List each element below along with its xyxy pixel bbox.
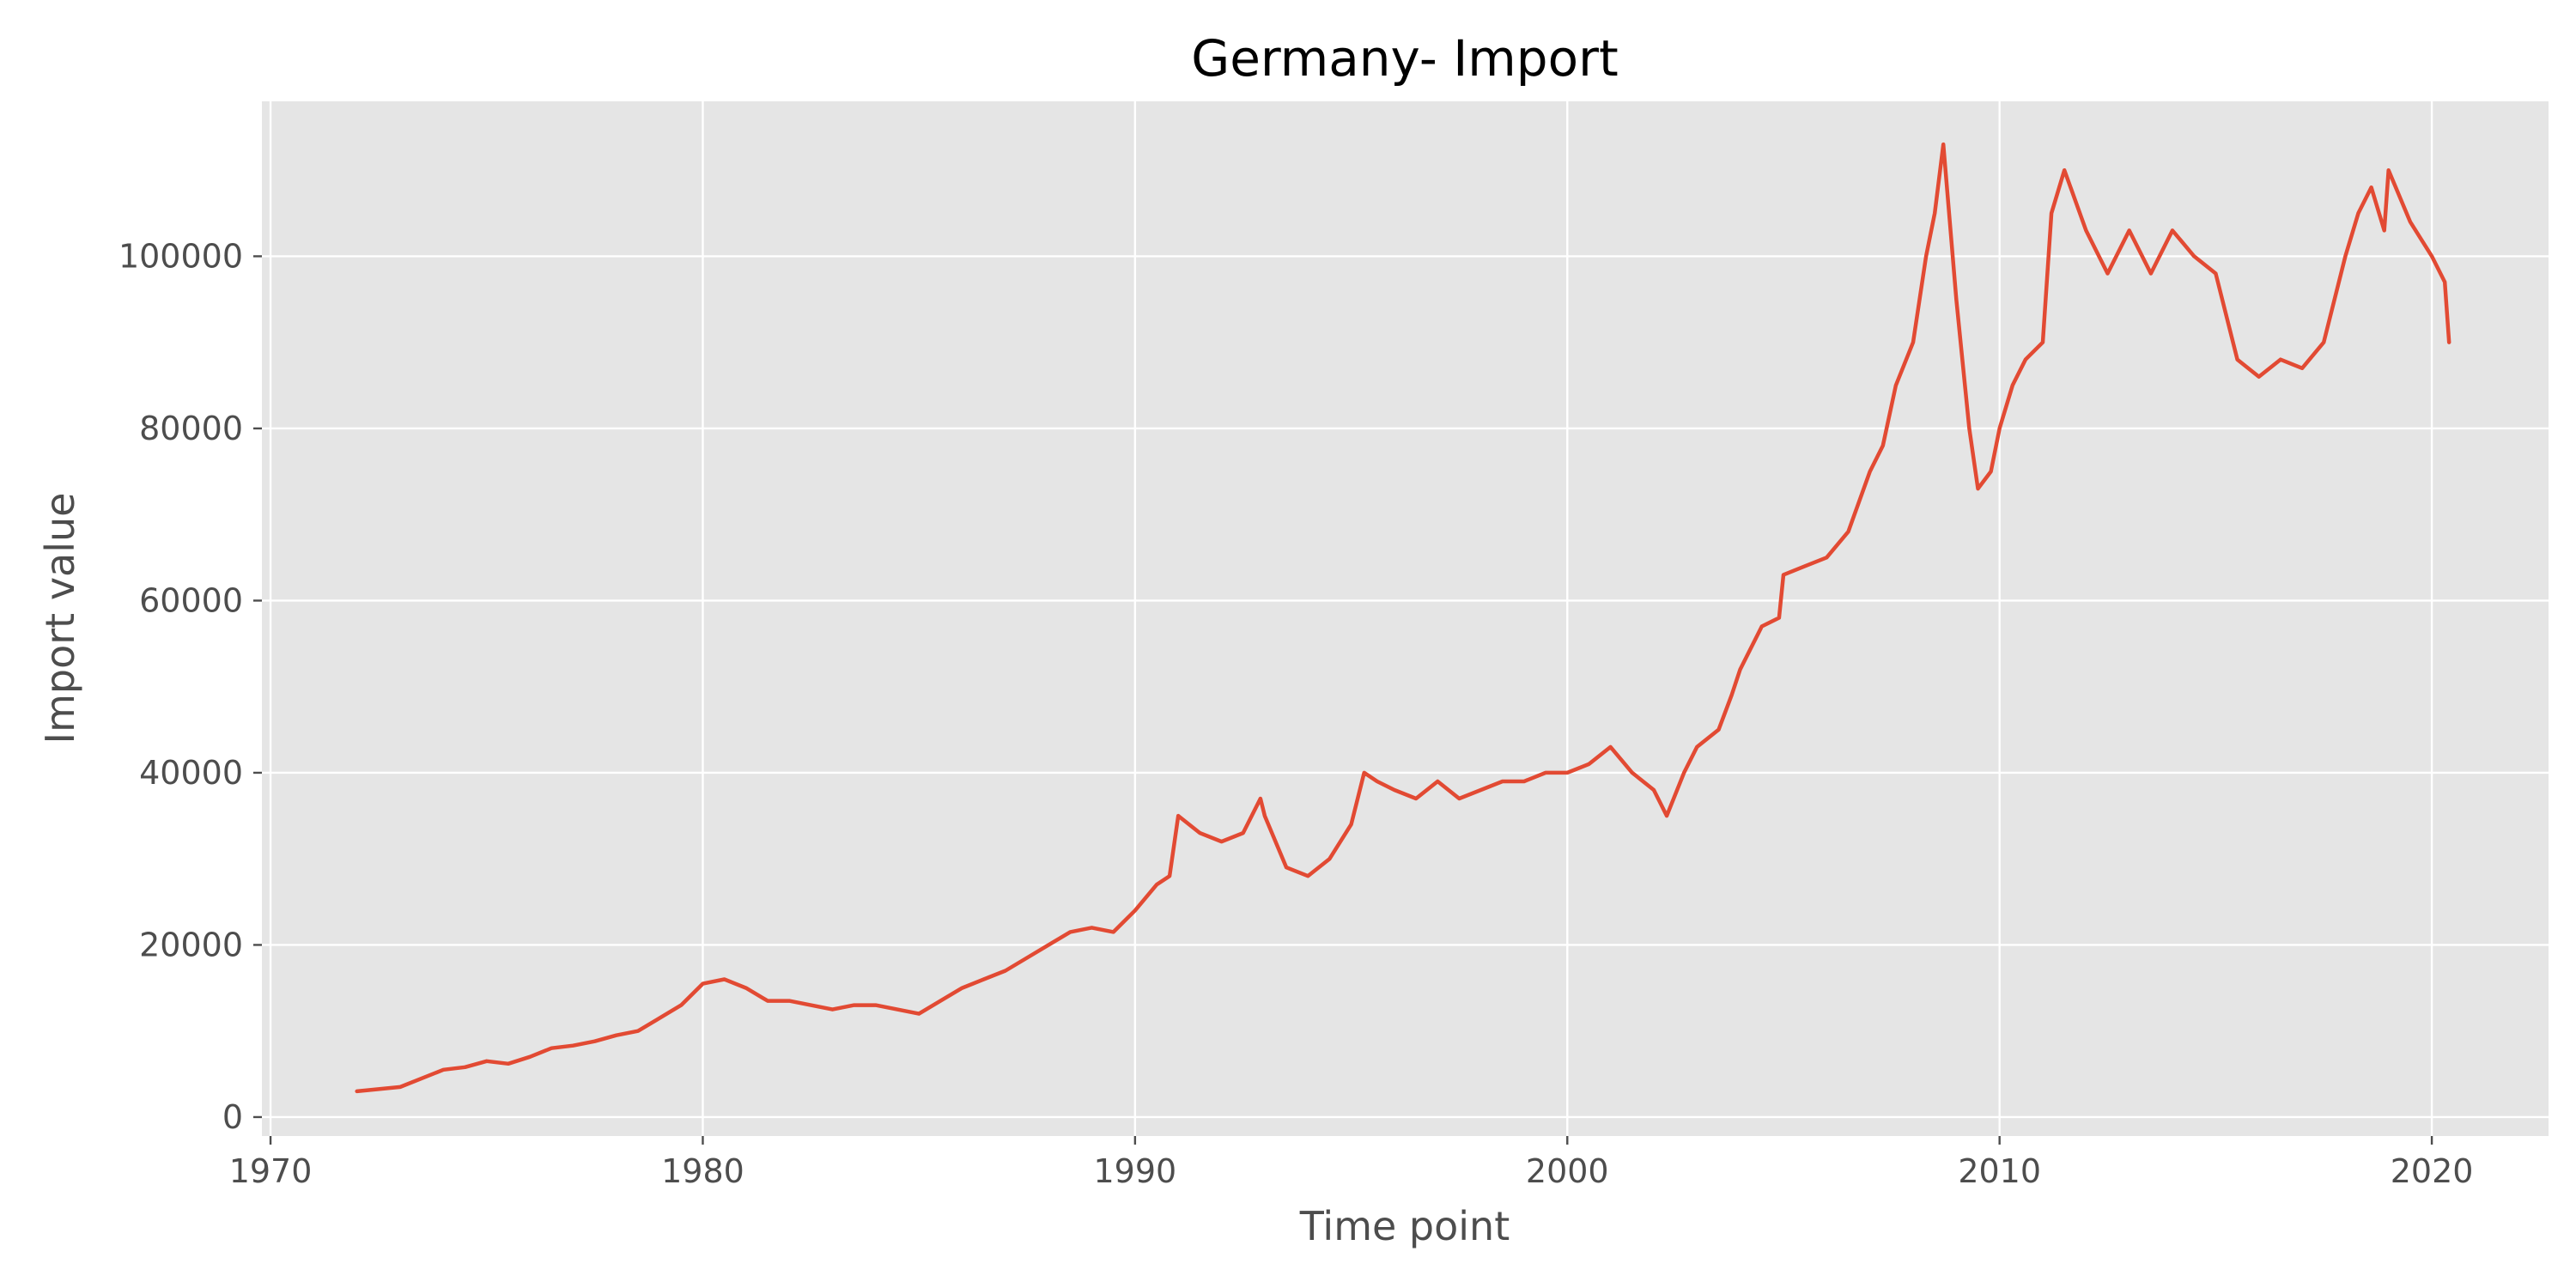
y-tick-label: 60000 (139, 581, 243, 619)
x-tick-label: 1970 (229, 1152, 313, 1190)
y-tick-label: 20000 (139, 926, 243, 963)
x-axis-ticks: 1970 1980 1990 2000 2010 2020 (229, 1136, 2474, 1190)
x-tick-label: 1990 (1094, 1152, 1177, 1190)
x-tick-label: 2010 (1958, 1152, 2041, 1190)
x-axis-label: Time point (1299, 1203, 1510, 1249)
y-tick-label: 100000 (118, 237, 243, 275)
y-axis-ticks: 0 20000 40000 60000 80000 100000 (118, 237, 262, 1136)
grid-lines (262, 101, 2549, 1136)
y-axis-label: Import value (37, 493, 83, 744)
x-tick-label: 1980 (661, 1152, 744, 1190)
x-tick-label: 2020 (2391, 1152, 2474, 1190)
plot-area (262, 101, 2549, 1136)
x-tick-label: 2000 (1526, 1152, 1609, 1190)
series-group (355, 142, 2451, 1094)
y-tick-label: 80000 (139, 410, 243, 447)
y-tick-label: 40000 (139, 754, 243, 792)
chart-title: Germany- Import (1191, 29, 1618, 88)
y-tick-label: 0 (222, 1098, 243, 1136)
series-line-0 (355, 142, 2451, 1094)
